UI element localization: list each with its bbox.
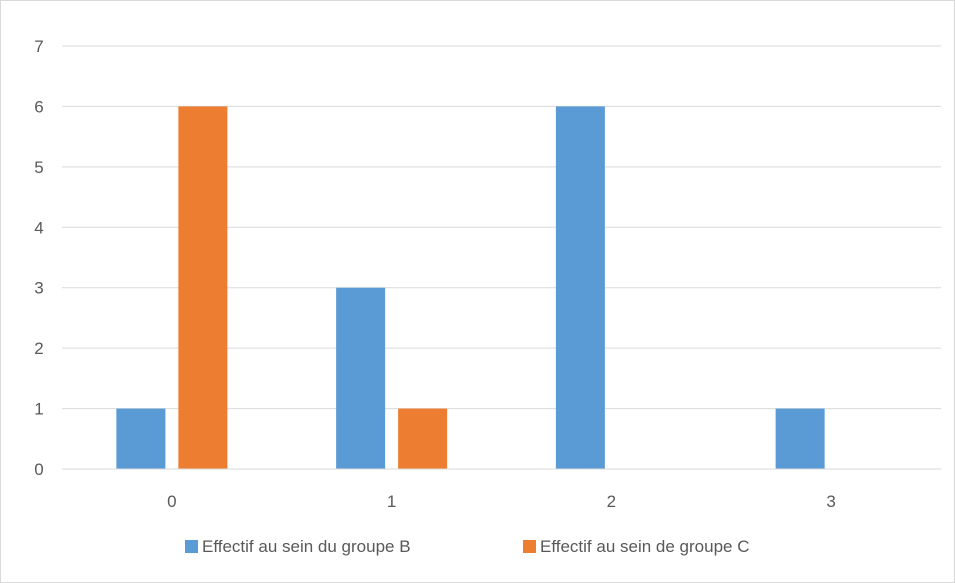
x-axis-ticks: 0 1 2 3: [167, 492, 836, 511]
bar-series-1-cat-0: [116, 408, 166, 469]
x-tick-label: 1: [387, 492, 396, 511]
legend: Effectif au sein du groupe B Effectif au …: [185, 537, 750, 556]
x-tick-label: 2: [607, 492, 616, 511]
legend-label: Effectif au sein du groupe B: [202, 537, 411, 556]
bar-series-1-cat-3: [775, 408, 825, 469]
x-tick-label: 0: [167, 492, 176, 511]
y-tick-label: 4: [34, 218, 43, 237]
y-tick-label: 5: [34, 158, 43, 177]
bars: [116, 106, 825, 469]
y-tick-label: 0: [34, 460, 43, 479]
y-tick-label: 1: [34, 400, 43, 419]
bar-series-1-cat-2: [555, 106, 605, 469]
y-tick-label: 2: [34, 339, 43, 358]
x-tick-label: 3: [826, 492, 835, 511]
legend-swatch: [185, 540, 198, 553]
y-axis-ticks: 0 1 2 3 4 5 6 7: [34, 37, 43, 479]
legend-swatch: [523, 540, 536, 553]
bar-series-2-cat-0: [178, 106, 228, 469]
y-tick-label: 3: [34, 279, 43, 298]
bar-series-1-cat-1: [336, 287, 386, 469]
legend-label: Effectif au sein de groupe C: [540, 537, 750, 556]
y-tick-label: 7: [34, 37, 43, 56]
bar-series-2-cat-1: [398, 408, 448, 469]
y-tick-label: 6: [34, 97, 43, 116]
